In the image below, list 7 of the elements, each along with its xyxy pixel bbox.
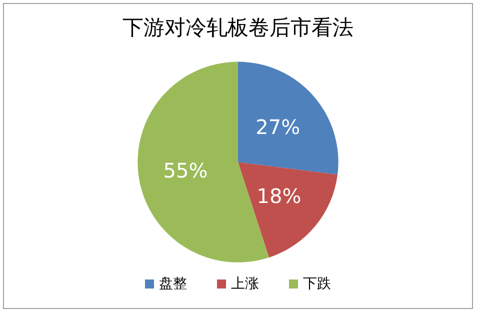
chart-title: 下游对冷轧板卷后市看法 <box>122 16 354 40</box>
legend-label: 下跌 <box>303 276 331 292</box>
data-label: 55% <box>163 158 208 182</box>
data-label: 27% <box>256 114 300 139</box>
legend-label: 上涨 <box>231 276 259 292</box>
data-label: 18% <box>256 184 302 208</box>
legend-label: 盘整 <box>159 276 187 292</box>
